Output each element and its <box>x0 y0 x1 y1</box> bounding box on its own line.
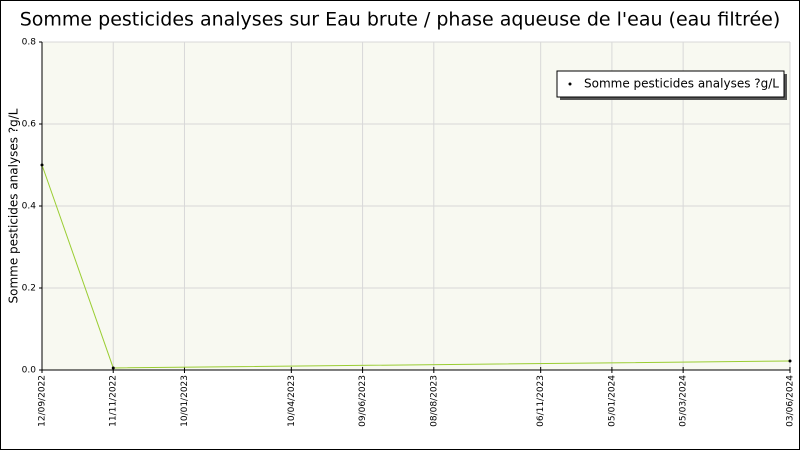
x-tick-label: 09/06/2023 <box>358 375 368 427</box>
y-tick-label: 0.0 <box>22 366 37 376</box>
point <box>788 359 792 363</box>
x-tick-label: 06/11/2023 <box>536 375 546 427</box>
point <box>40 163 44 167</box>
x-tick-label: 10/04/2023 <box>287 375 297 427</box>
x-tick-label: 10/01/2023 <box>180 375 190 427</box>
x-tick-label: 03/06/2024 <box>786 375 796 427</box>
x-tick-label: 05/01/2024 <box>607 375 617 427</box>
chart-title: Somme pesticides analyses sur Eau brute … <box>20 9 781 31</box>
y-tick-label: 0.6 <box>22 120 37 130</box>
x-tick-label: 05/03/2024 <box>679 375 689 427</box>
legend-label: Somme pesticides analyses ?g/L <box>584 77 779 91</box>
legend-box <box>556 70 785 98</box>
x-tick-label: 12/09/2022 <box>38 375 48 427</box>
y-tick-label: 0.8 <box>22 38 37 48</box>
x-tick-label: 11/11/2022 <box>109 375 119 427</box>
y-axis-label: Somme pesticides analyses ?g/L <box>7 108 21 303</box>
y-tick-label: 0.4 <box>22 202 37 212</box>
point <box>111 366 115 370</box>
legend-marker <box>568 82 572 86</box>
x-tick-label: 08/08/2023 <box>429 375 439 427</box>
y-tick-label: 0.2 <box>22 284 36 294</box>
